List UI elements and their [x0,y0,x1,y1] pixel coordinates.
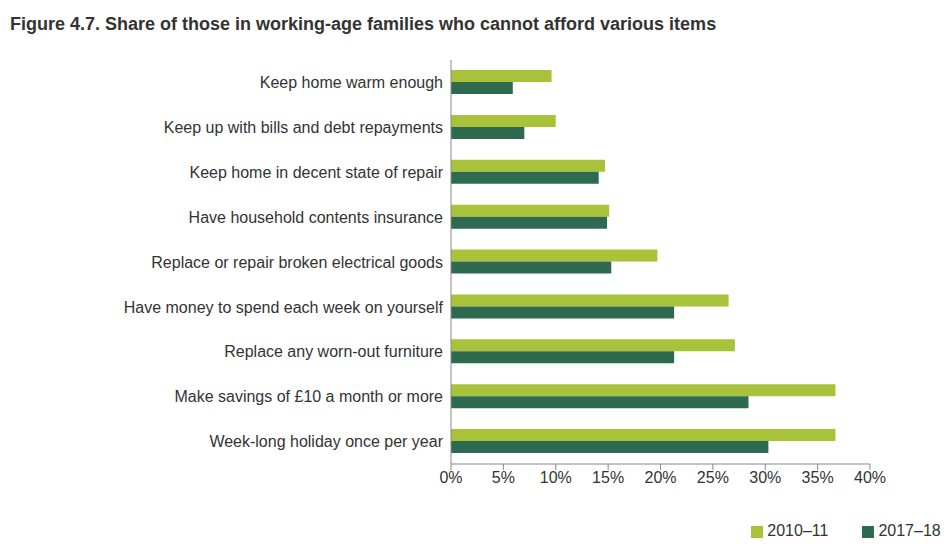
svg-text:Replace any worn-out furniture: Replace any worn-out furniture [224,343,443,360]
svg-text:35%: 35% [802,469,834,486]
svg-text:Keep home in decent state of r: Keep home in decent state of repair [190,164,444,181]
svg-text:Keep up with bills and debt re: Keep up with bills and debt repayments [164,119,443,136]
svg-text:25%: 25% [697,469,729,486]
svg-text:30%: 30% [749,469,781,486]
svg-text:5%: 5% [492,469,515,486]
svg-text:15%: 15% [592,469,624,486]
svg-text:40%: 40% [854,469,886,486]
svg-text:Replace or repair broken elect: Replace or repair broken electrical good… [151,254,443,271]
svg-text:Have household contents insura: Have household contents insurance [189,209,443,226]
svg-text:0%: 0% [439,469,462,486]
svg-text:20%: 20% [644,469,676,486]
svg-text:10%: 10% [540,469,572,486]
svg-text:Week-long holiday once per yea: Week-long holiday once per year [209,433,443,450]
svg-text:Make savings of £10 a month or: Make savings of £10 a month or more [174,388,443,405]
html-text:2017–18: 2017–18 [878,522,941,539]
html-text:Figure 4.7. Share of those in: Figure 4.7. Share of those in working-ag… [10,14,717,34]
svg-text:Have money to spend each week: Have money to spend each week on yoursel… [124,299,444,316]
html-text:2010–11: 2010–11 [767,522,829,539]
svg-text:Keep home warm enough: Keep home warm enough [260,74,443,91]
